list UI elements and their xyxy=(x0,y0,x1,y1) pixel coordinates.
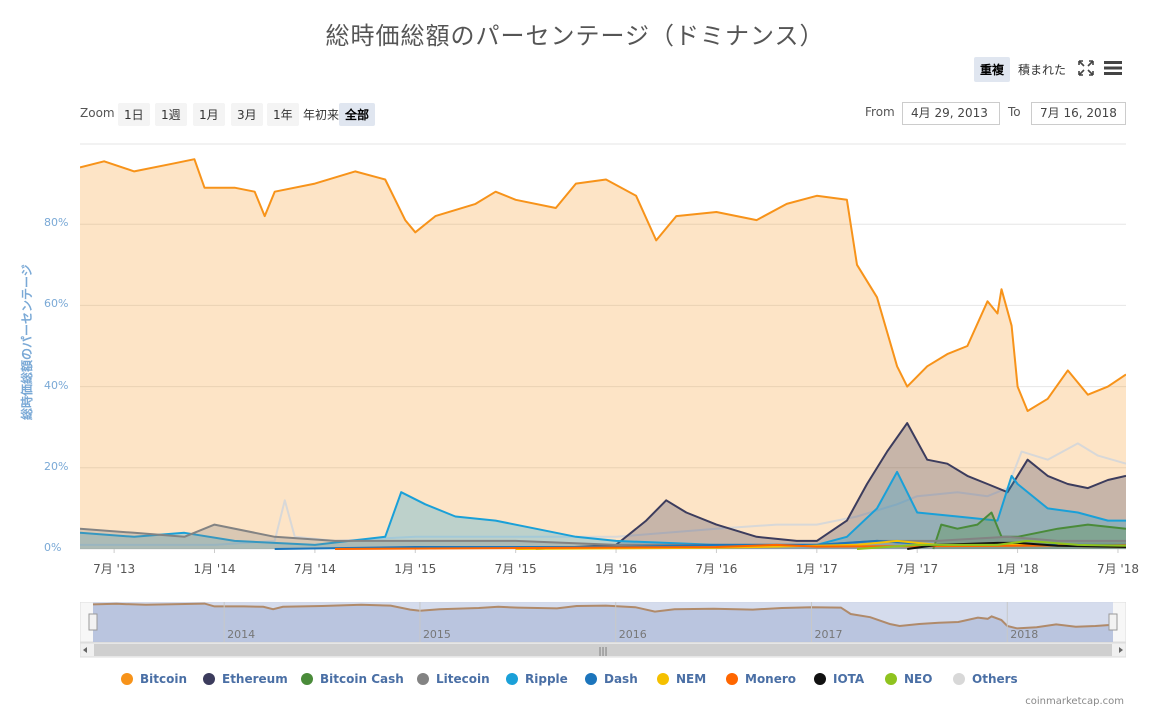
x-tick-label-4: 7月 '15 xyxy=(494,562,537,576)
y-tick-label-1: 20% xyxy=(44,459,69,473)
navigator-handle-left xyxy=(88,613,98,631)
credits[interactable]: coinmarketcap.com xyxy=(1025,696,1124,707)
legend-item-ethereum[interactable]: Ethereum xyxy=(203,672,288,686)
to-label: To xyxy=(1008,105,1021,119)
series-line-ethereum xyxy=(535,422,1126,550)
legend-dot-icon xyxy=(814,673,826,685)
series-line-bitcoin xyxy=(80,158,1126,412)
chart-title: 総時価総額のパーセンテージ（ドミナンス） xyxy=(325,22,825,50)
y-tick-label-3: 60% xyxy=(44,297,69,311)
legend-dot-icon xyxy=(953,673,965,685)
scrollbar-grip-icon: ||| xyxy=(598,647,607,657)
legend-item-iota[interactable]: IOTA xyxy=(814,672,864,686)
x-tick-label-5: 1月 '16 xyxy=(595,562,638,576)
to-date-input[interactable]: 7月 16, 2018 xyxy=(1031,102,1126,125)
stacked-button[interactable]: 積まれた xyxy=(1018,63,1067,77)
zoom-button-2[interactable]: 1月 xyxy=(193,103,225,126)
legend-label: Monero xyxy=(745,672,797,686)
legend-dot-icon xyxy=(301,673,313,685)
scrollbar-thumb xyxy=(94,644,1112,656)
legend-item-monero[interactable]: Monero xyxy=(726,672,796,686)
series-area-bitcoin xyxy=(80,159,1126,549)
legend-label: IOTA xyxy=(833,672,865,686)
legend-item-litecoin[interactable]: Litecoin xyxy=(417,672,490,686)
from-label: From xyxy=(865,105,895,119)
legend-dot-icon xyxy=(657,673,669,685)
x-tick-label-2: 7月 '14 xyxy=(293,562,336,576)
legend-label: Bitcoin Cash xyxy=(320,672,404,686)
legend-label: NEM xyxy=(676,672,707,686)
navigator-area xyxy=(93,603,1113,642)
scroll-right-arrow-icon xyxy=(1119,647,1123,653)
navigator[interactable]: ||| xyxy=(80,602,1126,658)
navigator-label-1: 2015 xyxy=(422,628,451,641)
legend-label: NEO xyxy=(904,672,933,686)
zoom-button-1[interactable]: 1週 xyxy=(155,103,187,126)
navigator-label-2: 2016 xyxy=(618,628,647,641)
zoom-button-5[interactable]: 年初来 xyxy=(303,108,340,122)
legend-item-bitcoin[interactable]: Bitcoin xyxy=(121,672,187,686)
legend-dot-icon xyxy=(585,673,597,685)
x-tick-label-7: 1月 '17 xyxy=(795,562,838,576)
zoom-label: Zoom xyxy=(80,106,115,120)
x-tick-label-1: 1月 '14 xyxy=(193,562,236,576)
fullscreen-icon[interactable] xyxy=(1077,60,1095,80)
x-tick-label-6: 7月 '16 xyxy=(695,562,738,576)
x-tick-label-10: 7月 '18 xyxy=(1096,562,1139,576)
legend-item-neo[interactable]: NEO xyxy=(885,672,932,686)
legend-dot-icon xyxy=(203,673,215,685)
series-area-ethereum xyxy=(535,423,1126,549)
navigator-label-0: 2014 xyxy=(227,628,256,641)
menu-icon[interactable] xyxy=(1104,60,1122,80)
scroll-left-arrow-icon xyxy=(83,647,87,653)
navigator-label-3: 2017 xyxy=(814,628,843,641)
legend-item-bitcoin-cash[interactable]: Bitcoin Cash xyxy=(301,672,404,686)
x-tick-label-0: 7月 '13 xyxy=(93,562,136,576)
from-date-input[interactable]: 4月 29, 2013 xyxy=(902,102,1000,125)
zoom-button-3[interactable]: 3月 xyxy=(231,103,263,126)
zoom-button-6[interactable]: 全部 xyxy=(339,103,376,126)
y-tick-label-4: 80% xyxy=(44,216,69,230)
legend-label: Litecoin xyxy=(436,672,490,686)
legend-item-nem[interactable]: NEM xyxy=(657,672,706,686)
legend-item-ripple[interactable]: Ripple xyxy=(506,672,568,686)
legend-dot-icon xyxy=(121,673,133,685)
x-tick-label-9: 1月 '18 xyxy=(996,562,1039,576)
legend-item-others[interactable]: Others xyxy=(953,672,1018,686)
legend-label: Ethereum xyxy=(222,672,288,686)
y-axis-label: 総時価総額のパーセンテージ xyxy=(20,264,34,420)
series-area-litecoin xyxy=(80,524,1126,549)
legend-dot-icon xyxy=(726,673,738,685)
series-line-litecoin xyxy=(80,523,1126,546)
overlap-button[interactable]: 重複 xyxy=(974,57,1011,82)
zoom-button-4[interactable]: 1年 xyxy=(267,103,299,126)
navigator-handle-right xyxy=(1108,613,1118,631)
zoom-button-0[interactable]: 1日 xyxy=(118,103,150,126)
legend-dot-icon xyxy=(506,673,518,685)
x-tick-label-8: 7月 '17 xyxy=(896,562,939,576)
legend-label: Ripple xyxy=(525,672,568,686)
x-tick-label-3: 1月 '15 xyxy=(394,562,437,576)
series-area-ripple xyxy=(80,471,1126,549)
series-line-bitcoin-cash xyxy=(932,511,1126,550)
y-tick-label-2: 40% xyxy=(44,378,69,392)
legend-item-dash[interactable]: Dash xyxy=(585,672,638,686)
navigator-line xyxy=(92,602,1114,630)
series-line-neo xyxy=(856,539,1126,550)
legend-dot-icon xyxy=(417,673,429,685)
legend-label: Bitcoin xyxy=(140,672,188,686)
y-tick-label-0: 0% xyxy=(44,541,62,554)
main-chart[interactable] xyxy=(80,143,1126,553)
legend-label: Dash xyxy=(604,672,638,686)
legend-label: Others xyxy=(972,672,1018,686)
legend-dot-icon xyxy=(885,673,897,685)
navigator-label-4: 2018 xyxy=(1010,628,1039,641)
series-line-monero xyxy=(334,543,1126,550)
series-line-others xyxy=(80,442,1126,546)
